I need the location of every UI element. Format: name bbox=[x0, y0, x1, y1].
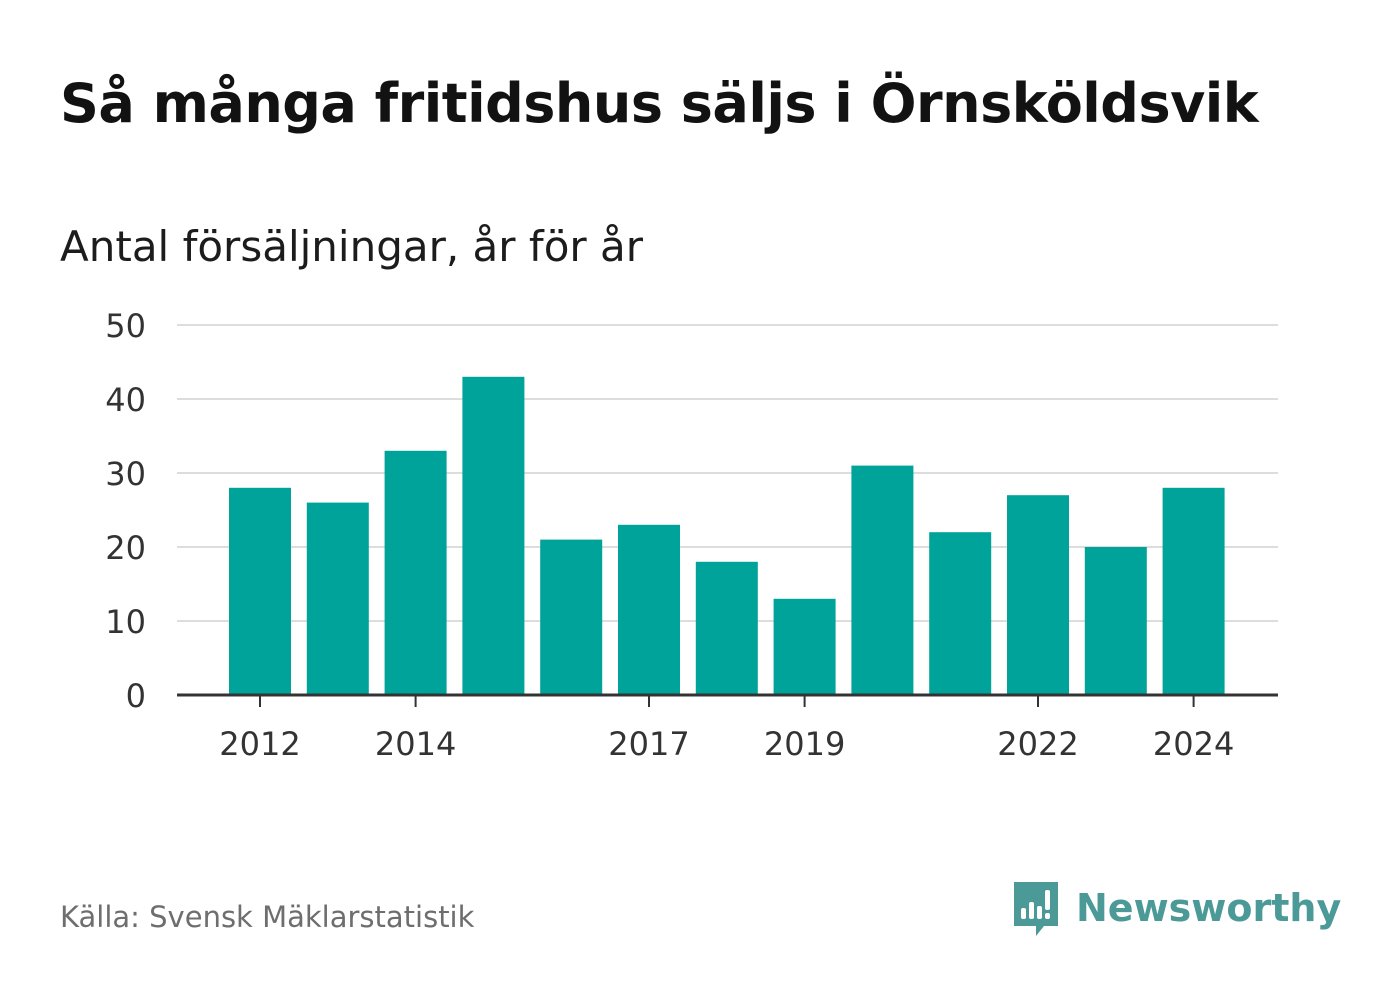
bar-2013 bbox=[306, 502, 369, 695]
bar-2014 bbox=[384, 450, 447, 695]
chart-title: Så många fritidshus säljs i Örnsköldsvik bbox=[60, 72, 1259, 135]
brand-logo: Newsworthy bbox=[1010, 878, 1341, 938]
x-tick-label: 2024 bbox=[1153, 725, 1234, 763]
axes: 0 10 20 30 40 50 2012 2014 2017 2019 2022 2024 bbox=[105, 307, 1278, 763]
y-tick-label: 0 bbox=[126, 677, 146, 715]
y-tick-label: 10 bbox=[105, 603, 146, 641]
y-tick-label: 20 bbox=[105, 529, 146, 567]
chart-subtitle: Antal försäljningar, år för år bbox=[60, 222, 644, 271]
bar-2023 bbox=[1084, 547, 1147, 695]
x-tick-label: 2022 bbox=[997, 725, 1078, 763]
brand-name: Newsworthy bbox=[1076, 886, 1342, 930]
x-tick-label: 2014 bbox=[375, 725, 456, 763]
x-tick-label: 2017 bbox=[608, 725, 689, 763]
bars bbox=[229, 376, 1225, 695]
x-tick-label: 2019 bbox=[764, 725, 845, 763]
bar-chart: 0 10 20 30 40 50 2012 2014 2017 2019 2022 2024 bbox=[105, 307, 1278, 763]
y-tick-label: 30 bbox=[105, 455, 146, 493]
bar-2022 bbox=[1007, 495, 1069, 695]
bar-2018 bbox=[695, 561, 758, 695]
newsworthy-logo-icon bbox=[1014, 882, 1058, 936]
bar-2019 bbox=[773, 598, 836, 695]
x-tick-label: 2012 bbox=[219, 725, 300, 763]
y-tick-label: 40 bbox=[105, 381, 146, 419]
bar-2016 bbox=[540, 539, 603, 695]
bar-2020 bbox=[851, 465, 914, 695]
bar-2024 bbox=[1162, 487, 1225, 695]
bar-2012 bbox=[229, 487, 291, 695]
bar-2017 bbox=[618, 524, 680, 695]
y-tick-label: 50 bbox=[105, 307, 146, 345]
bar-2021 bbox=[929, 532, 992, 695]
bar-2015 bbox=[462, 376, 525, 695]
source-note: Källa: Svensk Mäklarstatistik bbox=[60, 900, 475, 934]
